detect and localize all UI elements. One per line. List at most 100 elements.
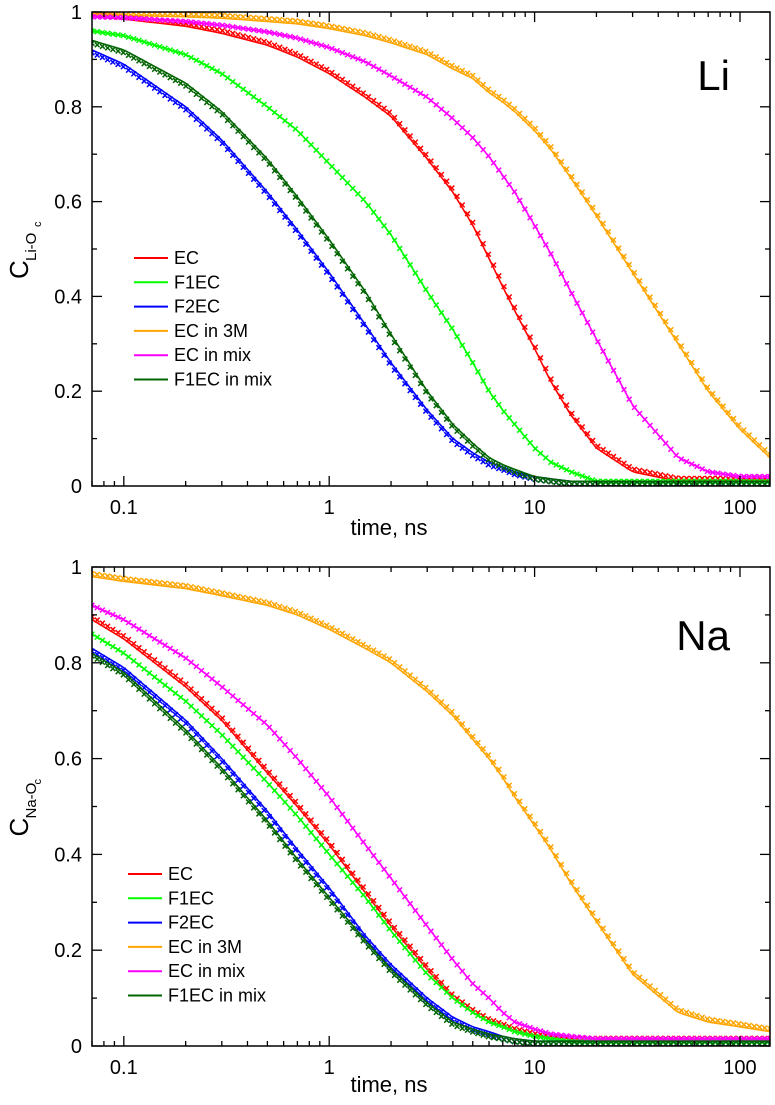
data-point	[266, 40, 273, 47]
data-point	[92, 13, 95, 20]
data-point	[506, 782, 513, 789]
data-point	[464, 1027, 471, 1034]
series-line-f1ec-in-mix	[92, 652, 770, 1043]
data-point	[391, 659, 398, 666]
data-point	[443, 948, 450, 955]
data-point	[553, 151, 560, 158]
data-point	[433, 973, 440, 980]
data-point	[245, 706, 252, 713]
data-point	[334, 73, 341, 79]
data-point	[355, 190, 361, 197]
data-point	[292, 847, 299, 853]
y-tick-label: 0.8	[54, 97, 82, 119]
data-point	[255, 150, 262, 156]
data-point	[229, 592, 236, 599]
data-point	[297, 52, 304, 59]
data-point	[355, 877, 361, 883]
data-point	[553, 1031, 560, 1038]
data-point	[532, 445, 539, 452]
data-point	[162, 710, 168, 717]
data-point	[255, 597, 262, 604]
data-point	[235, 128, 241, 135]
data-point	[475, 985, 481, 992]
data-point	[115, 629, 122, 636]
data-point	[328, 900, 335, 907]
data-point	[344, 51, 351, 58]
data-point	[375, 950, 382, 957]
legend-entry: F1EC	[168, 888, 214, 908]
data-point	[438, 941, 445, 948]
data-point	[235, 697, 241, 704]
data-point	[92, 602, 95, 609]
data-point	[521, 324, 528, 331]
data-point	[454, 1023, 461, 1030]
data-point	[250, 795, 257, 802]
data-point	[610, 367, 617, 374]
data-point	[475, 230, 481, 236]
data-point	[229, 30, 236, 37]
data-point	[365, 60, 372, 67]
data-point	[490, 262, 497, 268]
data-point	[109, 573, 116, 580]
data-point	[673, 1004, 680, 1011]
data-point	[209, 675, 215, 682]
data-point	[375, 216, 382, 222]
data-point	[480, 146, 487, 153]
data-point	[177, 677, 184, 683]
data-point	[475, 1030, 481, 1037]
data-point	[261, 598, 268, 605]
y-axis-label-subsub: c	[32, 779, 44, 785]
data-point	[308, 39, 314, 46]
data-point	[255, 182, 262, 189]
data-point	[130, 15, 137, 22]
data-point	[94, 52, 101, 59]
data-point	[542, 241, 549, 248]
data-point	[725, 471, 732, 478]
data-point	[428, 414, 434, 421]
data-point	[104, 640, 111, 647]
data-point	[328, 69, 335, 76]
data-point	[172, 711, 179, 718]
data-point	[328, 854, 335, 861]
data-point	[574, 417, 580, 424]
x-tick-label: 0.1	[110, 497, 138, 519]
data-point	[443, 59, 450, 66]
data-point	[407, 364, 414, 371]
data-point	[386, 925, 393, 932]
data-point	[516, 1029, 523, 1036]
data-point	[302, 208, 309, 214]
data-point	[344, 863, 351, 870]
series-line-ec-in-mix	[92, 15, 770, 478]
data-point	[506, 1014, 513, 1021]
data-point	[282, 46, 288, 53]
data-point	[422, 286, 429, 293]
data-point	[94, 28, 101, 35]
y-tick-label: 0	[71, 476, 82, 498]
data-point	[198, 60, 205, 66]
data-point	[261, 101, 268, 108]
data-point	[167, 96, 174, 102]
data-point	[297, 610, 304, 617]
data-point	[224, 29, 231, 35]
data-point	[485, 152, 492, 159]
data-point	[136, 57, 142, 64]
data-point	[511, 421, 518, 428]
data-point	[266, 600, 273, 606]
data-point	[568, 173, 575, 180]
legend-entry: EC	[168, 864, 193, 884]
data-point	[146, 652, 153, 659]
data-point	[276, 113, 283, 120]
data-point	[308, 772, 314, 778]
data-point	[506, 467, 513, 474]
data-point	[574, 471, 580, 478]
data-point	[162, 642, 168, 649]
data-point	[506, 414, 513, 421]
data-point	[308, 875, 314, 882]
data-point	[177, 50, 184, 57]
data-point	[276, 207, 283, 214]
data-point	[386, 109, 393, 116]
data-point	[537, 477, 544, 484]
data-point	[156, 639, 163, 645]
data-point	[151, 674, 158, 680]
data-point	[704, 468, 711, 475]
